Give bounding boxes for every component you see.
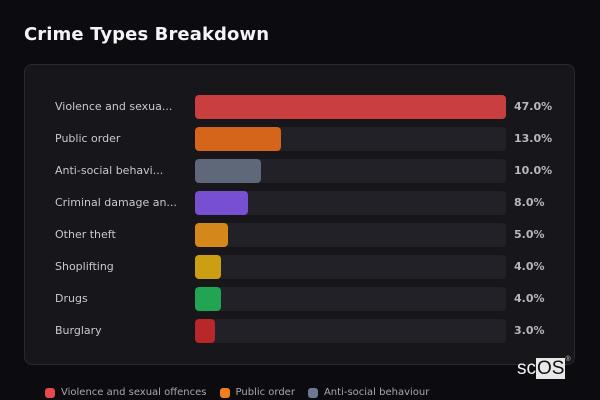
bar-row: Shoplifting 4.0% [25,255,574,279]
watermark-logo: scOS® [517,356,571,380]
chart-card: Violence and sexua... 47.0% Public order 13… [24,64,575,365]
bar-fill[interactable] [195,159,262,183]
bar-row: Anti-social behavi... 10.0% [25,159,574,183]
bar-track [195,191,506,215]
bar-row: Criminal damage an... 8.0% [25,191,574,215]
bar-row: Drugs 4.0% [25,287,574,311]
bar-fill[interactable] [195,319,215,343]
chart-legend: Violence and sexual offences Public order… [45,387,429,398]
bar-label: Public order [55,132,121,145]
chart-title: Crime Types Breakdown [24,24,270,45]
bar-label: Drugs [55,292,88,305]
bar-value: 10.0% [514,164,553,177]
legend-swatch-icon [307,387,318,398]
bar-value: 8.0% [514,196,545,209]
bar-fill[interactable] [195,95,506,119]
bar-label: Criminal damage an... [55,196,177,209]
bar-value: 47.0% [514,100,553,113]
bar-track [195,287,506,311]
logo-boxed: OS [536,358,566,379]
bar-fill[interactable] [195,223,229,247]
bar-label: Burglary [55,324,102,337]
bar-value: 4.0% [514,292,545,305]
legend-label: Violence and sexual offences [61,387,207,398]
legend-swatch-icon [45,387,55,398]
logo-prefix: sc [517,358,536,379]
legend-item[interactable]: Anti-social behaviour [307,387,430,398]
bar-value: 4.0% [514,260,545,273]
legend-item[interactable]: Public order [219,387,295,398]
legend-label: Public order [235,387,295,398]
legend-label: Anti-social behaviour [323,387,430,398]
bar-track [195,159,506,183]
bar-row: Violence and sexua... 47.0% [25,95,574,119]
bar-track [195,95,506,119]
bar-row: Other theft 5.0% [25,223,574,247]
bar-label: Shoplifting [55,260,114,273]
bar-track [195,319,506,343]
legend-item[interactable]: Violence and sexual offences [45,387,207,398]
bar-track [195,127,506,151]
bar-label: Violence and sexua... [55,100,173,113]
bar-fill[interactable] [195,191,248,215]
bar-row: Public order 13.0% [25,127,574,151]
bar-value: 3.0% [514,324,545,337]
bar-value: 5.0% [514,228,545,241]
bar-label: Anti-social behavi... [55,164,164,177]
legend-swatch-icon [219,387,230,398]
bar-fill[interactable] [195,287,222,311]
bar-fill[interactable] [195,127,282,151]
bar-track [195,223,506,247]
bar-row: Burglary 3.0% [25,319,574,343]
registered-mark: ® [565,356,571,363]
bar-value: 13.0% [514,132,553,145]
bar-fill[interactable] [195,255,222,279]
bar-track [195,255,506,279]
bar-label: Other theft [55,228,116,241]
